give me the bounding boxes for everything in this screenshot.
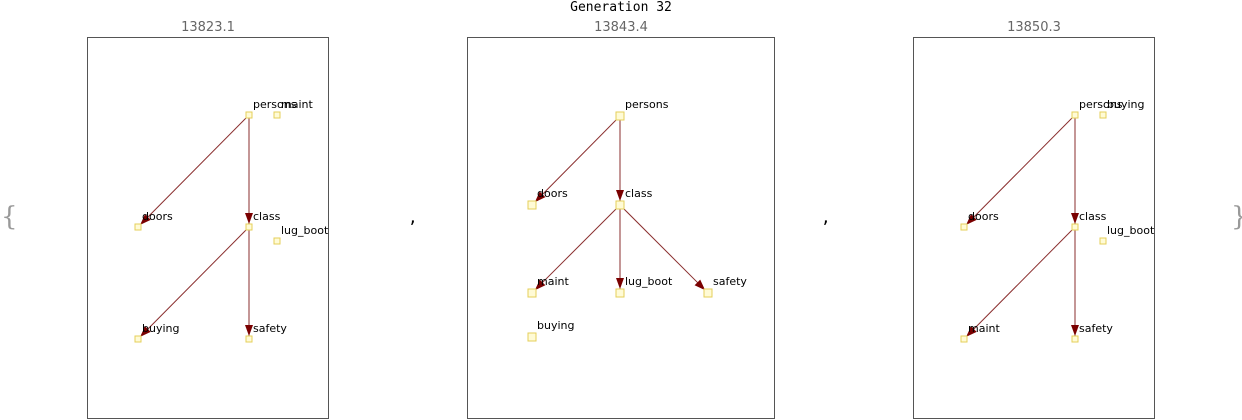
node-class (245, 223, 253, 231)
node-buying (527, 332, 537, 342)
graph-2-score: 13843.4 (594, 20, 648, 35)
node-doors (960, 223, 968, 231)
node-safety (703, 288, 713, 298)
arrowhead-class-safety (245, 325, 253, 336)
node-class (1071, 223, 1079, 231)
arrowhead-persons-doors (140, 214, 151, 225)
graph-2: persons doors class maint lug_boot safety buyi… (527, 98, 747, 342)
graph-1-score: 13823.1 (181, 20, 235, 35)
node-label-buying: buying (537, 319, 574, 332)
edge-class-maint (534, 204, 621, 291)
arrowhead-class-safety (1071, 325, 1079, 336)
node-doors (527, 200, 537, 210)
node-label-lug_boot: lug_boot (625, 275, 673, 288)
node-maint (273, 111, 281, 119)
node-buying (134, 335, 142, 343)
edge-class-buying (139, 226, 250, 338)
node-label-persons: persons (253, 98, 297, 111)
open-brace: { (1, 202, 18, 232)
node-label-doors: doors (142, 210, 173, 223)
node-lug_boot (1099, 237, 1107, 245)
node-safety (245, 335, 253, 343)
edge-persons-doors (139, 114, 250, 226)
node-label-safety: safety (253, 322, 287, 335)
arrowhead-persons-class (1071, 213, 1079, 224)
node-label-doors: doors (968, 210, 999, 223)
generation-title: Generation 32 (570, 0, 672, 15)
node-class (615, 200, 625, 210)
node-label-buying: buying (142, 322, 179, 335)
arrowhead-persons-doors (966, 214, 977, 225)
edge-class-safety (619, 204, 706, 291)
node-lug_boot (273, 237, 281, 245)
node-safety (1071, 335, 1079, 343)
arrowhead-class-lug_boot (616, 278, 624, 289)
arrowhead-class-safety (694, 279, 706, 291)
node-maint (527, 288, 537, 298)
node-label-safety: safety (1079, 322, 1113, 335)
node-persons (615, 111, 625, 121)
graph-2-panel (467, 37, 775, 419)
node-label-maint: maint (281, 98, 313, 111)
node-persons (245, 111, 253, 119)
node-lug_boot (615, 288, 625, 298)
node-label-safety: safety (713, 275, 747, 288)
node-label-buying: buying (1107, 98, 1144, 111)
graph-3-score: 13850.3 (1007, 20, 1061, 35)
node-label-persons: persons (625, 98, 669, 111)
node-label-lug_boot: lug_boot (281, 224, 329, 237)
node-buying (1099, 111, 1107, 119)
node-label-maint: maint (968, 322, 1000, 335)
edge-persons-doors (534, 115, 621, 203)
graph-1-panel (87, 37, 329, 419)
arrowhead-class-maint (534, 279, 546, 291)
edge-class-maint (965, 226, 1076, 338)
node-label-maint: maint (537, 275, 569, 288)
graph-3-panel (913, 37, 1155, 419)
arrowhead-persons-class (245, 213, 253, 224)
arrowhead-persons-doors (534, 191, 546, 203)
arrowhead-class-buying (140, 326, 151, 337)
node-label-class: class (625, 187, 653, 200)
separator-2: , (821, 208, 831, 227)
arrowhead-persons-class (616, 190, 624, 201)
separator-1: , (408, 208, 418, 227)
node-label-lug_boot: lug_boot (1107, 224, 1155, 237)
close-brace: } (1231, 204, 1242, 230)
edge-persons-doors (965, 114, 1076, 226)
node-label-persons: persons (1079, 98, 1123, 111)
node-maint (960, 335, 968, 343)
arrowhead-class-maint (966, 326, 977, 337)
node-doors (134, 223, 142, 231)
node-label-class: class (1079, 210, 1107, 223)
node-persons (1071, 111, 1079, 119)
node-label-doors: doors (537, 187, 568, 200)
node-label-class: class (253, 210, 281, 223)
